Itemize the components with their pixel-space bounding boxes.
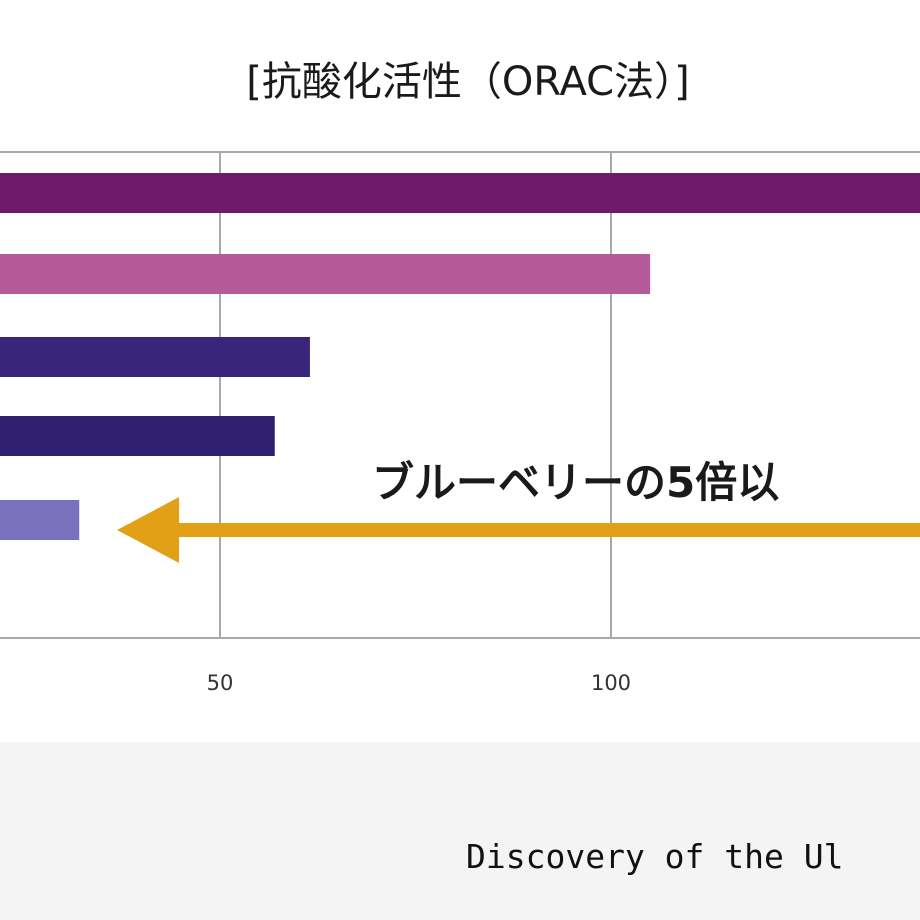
x-tick-label-50: 50 bbox=[207, 671, 234, 695]
x-tick-label-100: 100 bbox=[591, 671, 631, 695]
bar-5 bbox=[0, 500, 80, 540]
arrow-head bbox=[117, 497, 180, 563]
annotation-text: ブルーベリーの5倍以 bbox=[372, 458, 779, 507]
bar-2 bbox=[0, 254, 651, 294]
caption-text: Discovery of the Ul bbox=[466, 837, 844, 876]
bar-4 bbox=[0, 416, 275, 456]
bar-1 bbox=[0, 173, 920, 213]
grid-layer bbox=[0, 151, 920, 639]
footer-band bbox=[0, 742, 920, 920]
bar-3 bbox=[0, 337, 310, 377]
chart-title: [抗酸化活性（ORAC法）] bbox=[246, 59, 689, 105]
bars-layer bbox=[0, 173, 920, 540]
arrow-shaft bbox=[177, 523, 920, 537]
annotation-arrow bbox=[117, 497, 920, 563]
ticks-layer: 50 100 bbox=[207, 671, 631, 695]
